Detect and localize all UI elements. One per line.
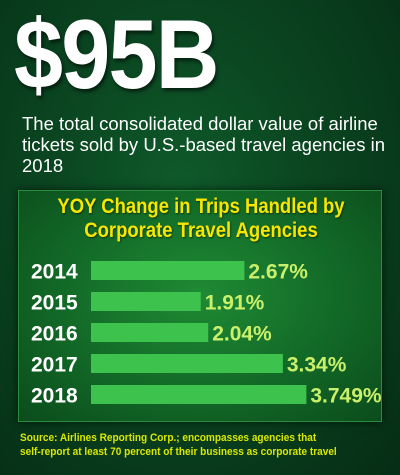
bar-chart: 2014 2.67% 2015 1.91% 2016 2.04% 2017 3.34% 2018… [31,261,382,408]
value-label-2016: 2.04% [212,323,272,346]
chart-title: YOY Change in Trips Handled by Corporate… [41,195,361,243]
value-label-2014: 2.67% [248,261,308,284]
headline-value: $95B [14,0,219,109]
category-label-2018: 2018 [31,385,78,408]
bar-2015 [91,292,201,311]
source-note: Source: Airlines Reporting Corp.; encomp… [20,431,358,459]
headline-description: The total consolidated dollar value of a… [22,113,385,176]
source-line-2: self-report at least 70 percent of their… [20,446,337,458]
chart-title-line-1: YOY Change in Trips Handled by [57,195,345,218]
category-label-2016: 2016 [31,323,78,346]
source-line-1: Source: Airlines Reporting Corp.; encomp… [20,432,317,444]
bar-2018 [91,385,307,404]
chart-title-line-2: Corporate Travel Agencies [84,219,318,242]
value-label-2015: 1.91% [205,292,265,315]
bar-2014 [91,261,245,280]
category-label-2015: 2015 [31,292,78,315]
chart-panel: YOY Change in Trips Handled by Corporate… [18,190,382,422]
category-label-2017: 2017 [31,354,78,377]
value-label-2017: 3.34% [287,354,347,377]
bar-2017 [91,354,283,373]
bar-2016 [91,323,209,342]
category-label-2014: 2014 [31,261,78,284]
value-label-2018: 3.749% [310,385,382,408]
